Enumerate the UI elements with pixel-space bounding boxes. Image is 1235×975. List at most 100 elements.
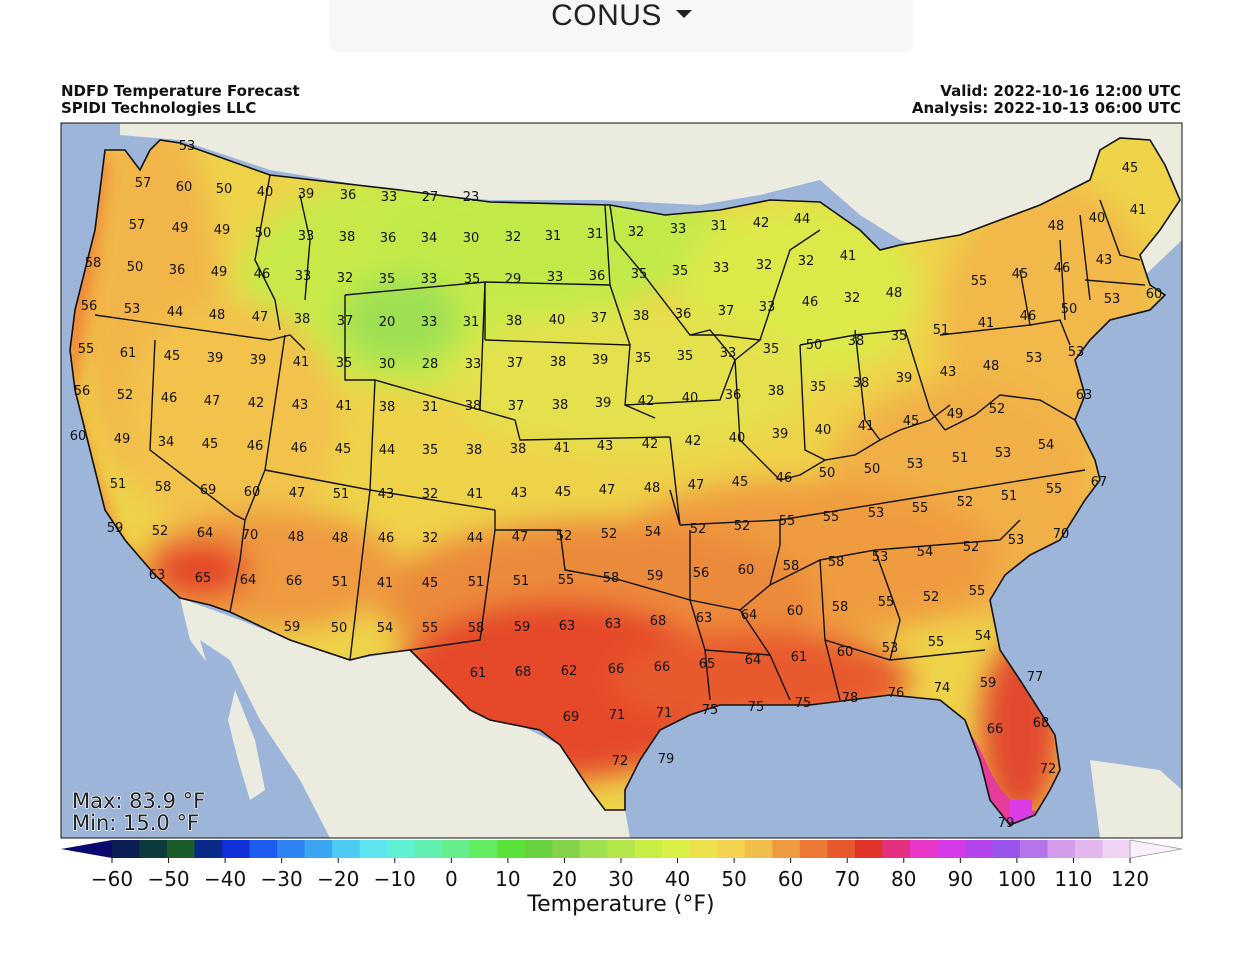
temperature-value: 48: [886, 286, 903, 301]
temperature-value: 47: [512, 530, 529, 545]
temperature-value: 46: [1020, 309, 1037, 324]
colorbar-tick-label: −60: [90, 867, 134, 891]
colorbar-segment: [634, 840, 663, 858]
temperature-value: 33: [713, 261, 730, 276]
temperature-value: 40: [815, 423, 832, 438]
colorbar: [61, 839, 1183, 863]
temperature-value: 50: [1061, 302, 1078, 317]
min-temp-label: Min: 15.0 °F: [72, 811, 199, 835]
temperature-value: 55: [779, 514, 796, 529]
temperature-value: 51: [332, 575, 349, 590]
temperature-value: 45: [903, 414, 920, 429]
temperature-value: 31: [711, 219, 728, 234]
colorbar-segment: [662, 840, 691, 858]
temperature-value: 75: [795, 696, 812, 711]
colorbar-segment: [799, 840, 828, 858]
temperature-value: 48: [983, 359, 1000, 374]
temperature-value: 39: [592, 353, 609, 368]
chevron-down-icon[interactable]: [675, 10, 692, 18]
temperature-value: 44: [167, 305, 184, 320]
colorbar-segment: [827, 840, 856, 858]
colorbar-segment: [992, 840, 1021, 858]
temperature-value: 63: [1076, 388, 1093, 403]
temperature-value: 37: [337, 314, 354, 329]
temperature-value: 69: [563, 710, 580, 725]
temperature-value: 38: [552, 398, 569, 413]
colorbar-tick-label: −10: [373, 867, 416, 891]
temperature-value: 47: [688, 478, 705, 493]
colorbar-extend-high: [1129, 839, 1183, 859]
temperature-value: 64: [741, 608, 758, 623]
temperature-value: 55: [928, 635, 945, 650]
temperature-value: 49: [114, 432, 131, 447]
temperature-value: 68: [650, 614, 667, 629]
temperature-value: 36: [589, 269, 606, 284]
temperature-value: 68: [515, 665, 532, 680]
temperature-value: 32: [844, 291, 861, 306]
temperature-value: 49: [172, 221, 189, 236]
temperature-value: 40: [549, 313, 566, 328]
temperature-value: 62: [561, 664, 578, 679]
temperature-value: 30: [379, 357, 396, 372]
temperature-value: 59: [284, 620, 301, 635]
temperature-value: 57: [129, 218, 146, 233]
temperature-value: 39: [207, 351, 224, 366]
temperature-value: 40: [257, 185, 274, 200]
temperature-value: 40: [682, 391, 699, 406]
temperature-value: 60: [738, 563, 755, 578]
temperature-value: 31: [545, 229, 562, 244]
colorbar-segment: [222, 840, 251, 858]
temperature-value: 33: [547, 270, 564, 285]
temperature-value: 55: [823, 510, 840, 525]
temperature-value: 52: [117, 388, 134, 403]
temperature-value: 38: [510, 442, 527, 457]
map-frame: [60, 122, 1183, 839]
temperature-value: 30: [463, 231, 480, 246]
temperature-value: 52: [734, 519, 751, 534]
temperature-value: 36: [725, 388, 742, 403]
temperature-value: 35: [810, 380, 827, 395]
temperature-value: 53: [882, 641, 899, 656]
region-dropdown[interactable]: CONUS: [330, 0, 913, 52]
colorbar-segment: [744, 840, 773, 858]
temperature-value: 51: [333, 487, 350, 502]
temperature-value: 35: [379, 272, 396, 287]
max-temp-label: Max: 83.9 °F: [72, 789, 205, 813]
temperature-value: 70: [1053, 527, 1070, 542]
colorbar-segment: [167, 840, 196, 858]
temperature-value: 39: [298, 187, 315, 202]
temperature-value: 32: [628, 225, 645, 240]
temperature-value: 54: [917, 545, 934, 560]
temperature-value: 37: [591, 311, 608, 326]
colorbar-tick-label: −40: [204, 867, 247, 891]
colorbar-segment: [1047, 840, 1076, 858]
temperature-value: 41: [1130, 203, 1147, 218]
temperature-value: 50: [127, 260, 144, 275]
temperature-value: 43: [940, 365, 957, 380]
temperature-value: 28: [422, 357, 439, 372]
temperature-value: 33: [295, 269, 312, 284]
temperature-value: 48: [644, 481, 661, 496]
temperature-value: 63: [559, 619, 576, 634]
temperature-value: 55: [912, 501, 929, 516]
temperature-value: 40: [729, 431, 746, 446]
colorbar-tick-label: −20: [317, 867, 360, 891]
colorbar-segment: [112, 840, 141, 858]
temperature-value: 49: [214, 223, 231, 238]
temperature-value: 45: [1012, 267, 1029, 282]
colorbar-tick-label: 60: [777, 867, 804, 891]
colorbar-tick-label: 50: [721, 867, 747, 891]
temperature-value: 43: [597, 439, 614, 454]
temperature-value: 71: [609, 708, 626, 723]
temperature-value: 66: [654, 660, 671, 675]
temperature-value: 67: [1091, 475, 1108, 490]
colorbar-segment: [854, 840, 883, 858]
temperature-value: 23: [463, 190, 480, 205]
map-title-block: NDFD Temperature Forecast SPIDI Technolo…: [61, 83, 300, 117]
colorbar-tick-label: 70: [834, 867, 860, 891]
temperature-value: 64: [197, 526, 214, 541]
temperature-value: 46: [776, 471, 793, 486]
temperature-value: 75: [702, 703, 719, 718]
temperature-value: 39: [896, 371, 913, 386]
